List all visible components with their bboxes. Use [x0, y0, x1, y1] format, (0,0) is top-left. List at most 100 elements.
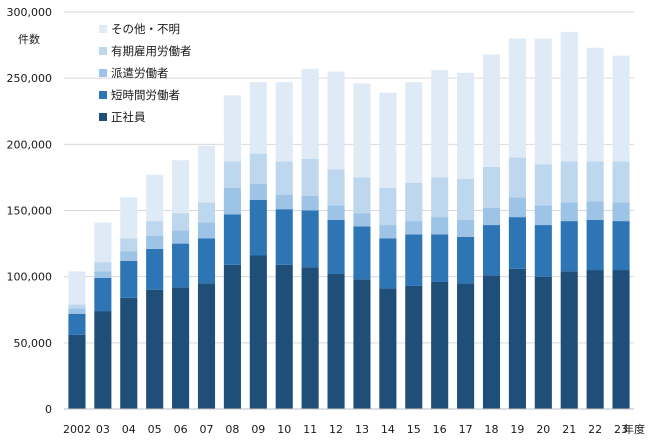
bar-segment — [197, 222, 216, 239]
bar-segment — [301, 210, 319, 268]
x-tick-label: 18 — [485, 423, 499, 436]
x-tick-label: 22 — [588, 423, 602, 436]
bar-segment — [457, 178, 475, 220]
bar-stack — [249, 82, 267, 409]
bar-segment — [586, 270, 604, 409]
bar-segment — [534, 276, 552, 409]
bar-segment — [146, 289, 164, 409]
bar-segment — [508, 38, 526, 158]
x-tick-label: 08 — [225, 423, 239, 436]
bar-segment — [223, 95, 241, 162]
legend-swatch — [99, 25, 107, 33]
legend-label: その他・不明 — [111, 22, 180, 36]
bar-stack — [223, 95, 241, 409]
legend-swatch — [99, 91, 107, 99]
bar-segment — [146, 248, 164, 290]
legend-label: 短時間労働者 — [111, 88, 180, 102]
y-tick-label: 150,000 — [7, 205, 53, 218]
bar-segment — [405, 285, 423, 409]
bar-stack — [146, 174, 164, 409]
bar-segment — [249, 184, 267, 200]
bar-segment — [612, 221, 630, 271]
bar-segment — [353, 226, 371, 280]
bar-stack — [560, 31, 578, 409]
bar-stack — [301, 68, 319, 409]
legend-label: 正社員 — [111, 110, 146, 124]
bar-segment — [172, 230, 190, 244]
x-tick-label: 20 — [536, 423, 550, 436]
bar-segment — [327, 169, 345, 206]
bar-segment — [457, 236, 475, 284]
bar-segment — [120, 197, 138, 239]
bar-segment — [275, 209, 293, 265]
bar-segment — [223, 264, 241, 409]
bar-segment — [482, 275, 501, 409]
x-tick-label: 05 — [148, 423, 162, 436]
bar-segment — [379, 238, 397, 289]
bar-segment — [223, 161, 241, 189]
bar-segment — [560, 202, 578, 222]
bar-stack — [327, 71, 345, 409]
bar-stack — [508, 38, 526, 409]
y-tick-label: 0 — [45, 403, 52, 416]
bar-segment — [405, 221, 423, 235]
bar-segment — [560, 221, 578, 272]
bar-segment — [379, 92, 397, 189]
bar-segment — [197, 145, 216, 203]
bar-segment — [482, 166, 501, 208]
bar-segment — [560, 161, 578, 203]
bar-segment — [146, 174, 164, 222]
y-tick-label: 250,000 — [7, 72, 53, 85]
bar-segment — [223, 214, 241, 265]
x-tick-label: 2002 — [63, 423, 91, 436]
bar-segment — [275, 161, 293, 195]
bar-segment — [301, 267, 319, 409]
x-tick-label: 14 — [381, 423, 395, 436]
bar-segment — [275, 194, 293, 210]
bar-segment — [482, 207, 501, 226]
bar-stack — [612, 55, 630, 409]
bar-segment — [249, 82, 267, 154]
bar-stack — [482, 54, 501, 409]
bar-segment — [508, 157, 526, 198]
bar-segment — [508, 268, 526, 409]
bar-segment — [197, 238, 216, 284]
legend-label: 有期雇用労働者 — [111, 44, 192, 58]
bar-segment — [353, 279, 371, 409]
bar-segment — [534, 205, 552, 226]
x-tick-label: 04 — [122, 423, 136, 436]
bar-segment — [94, 271, 112, 278]
bar-segment — [482, 54, 501, 167]
bar-segment — [249, 153, 267, 185]
bar-segment — [353, 177, 371, 214]
x-tick-label: 12 — [329, 423, 343, 436]
bars — [68, 31, 630, 409]
x-tick-label: 09 — [251, 423, 265, 436]
x-tick-label: 21 — [562, 423, 576, 436]
x-axis-ticks: 2002 03 04 05 06 07 08 09 10 11 12 13 14 15 16 17 18 19 20… — [63, 423, 628, 436]
bar-segment — [301, 68, 319, 159]
y-axis-ticks: 0 50,000 100,000 150,000 200,000 250,000 300,0… — [7, 6, 53, 416]
bar-segment — [223, 188, 241, 215]
x-axis-unit-label: 年度 — [623, 422, 645, 436]
bar-segment — [353, 213, 371, 227]
y-tick-label: 100,000 — [7, 271, 53, 284]
bar-segment — [560, 271, 578, 409]
y-axis-unit-label: 件数 — [18, 33, 40, 46]
bar-segment — [68, 304, 86, 309]
bar-segment — [120, 251, 138, 261]
x-tick-label: 23 — [614, 423, 628, 436]
bar-segment — [275, 82, 293, 162]
bar-segment — [301, 158, 319, 196]
bar-segment — [172, 213, 190, 231]
y-tick-label: 200,000 — [7, 138, 53, 151]
bar-segment — [405, 82, 423, 183]
bar-segment — [586, 219, 604, 271]
bar-segment — [560, 31, 578, 162]
bar-segment — [68, 334, 86, 409]
bar-stack — [405, 82, 423, 409]
bar-segment — [534, 225, 552, 277]
bar-segment — [431, 281, 449, 409]
bar-segment — [68, 313, 86, 335]
bar-stack — [457, 72, 475, 409]
